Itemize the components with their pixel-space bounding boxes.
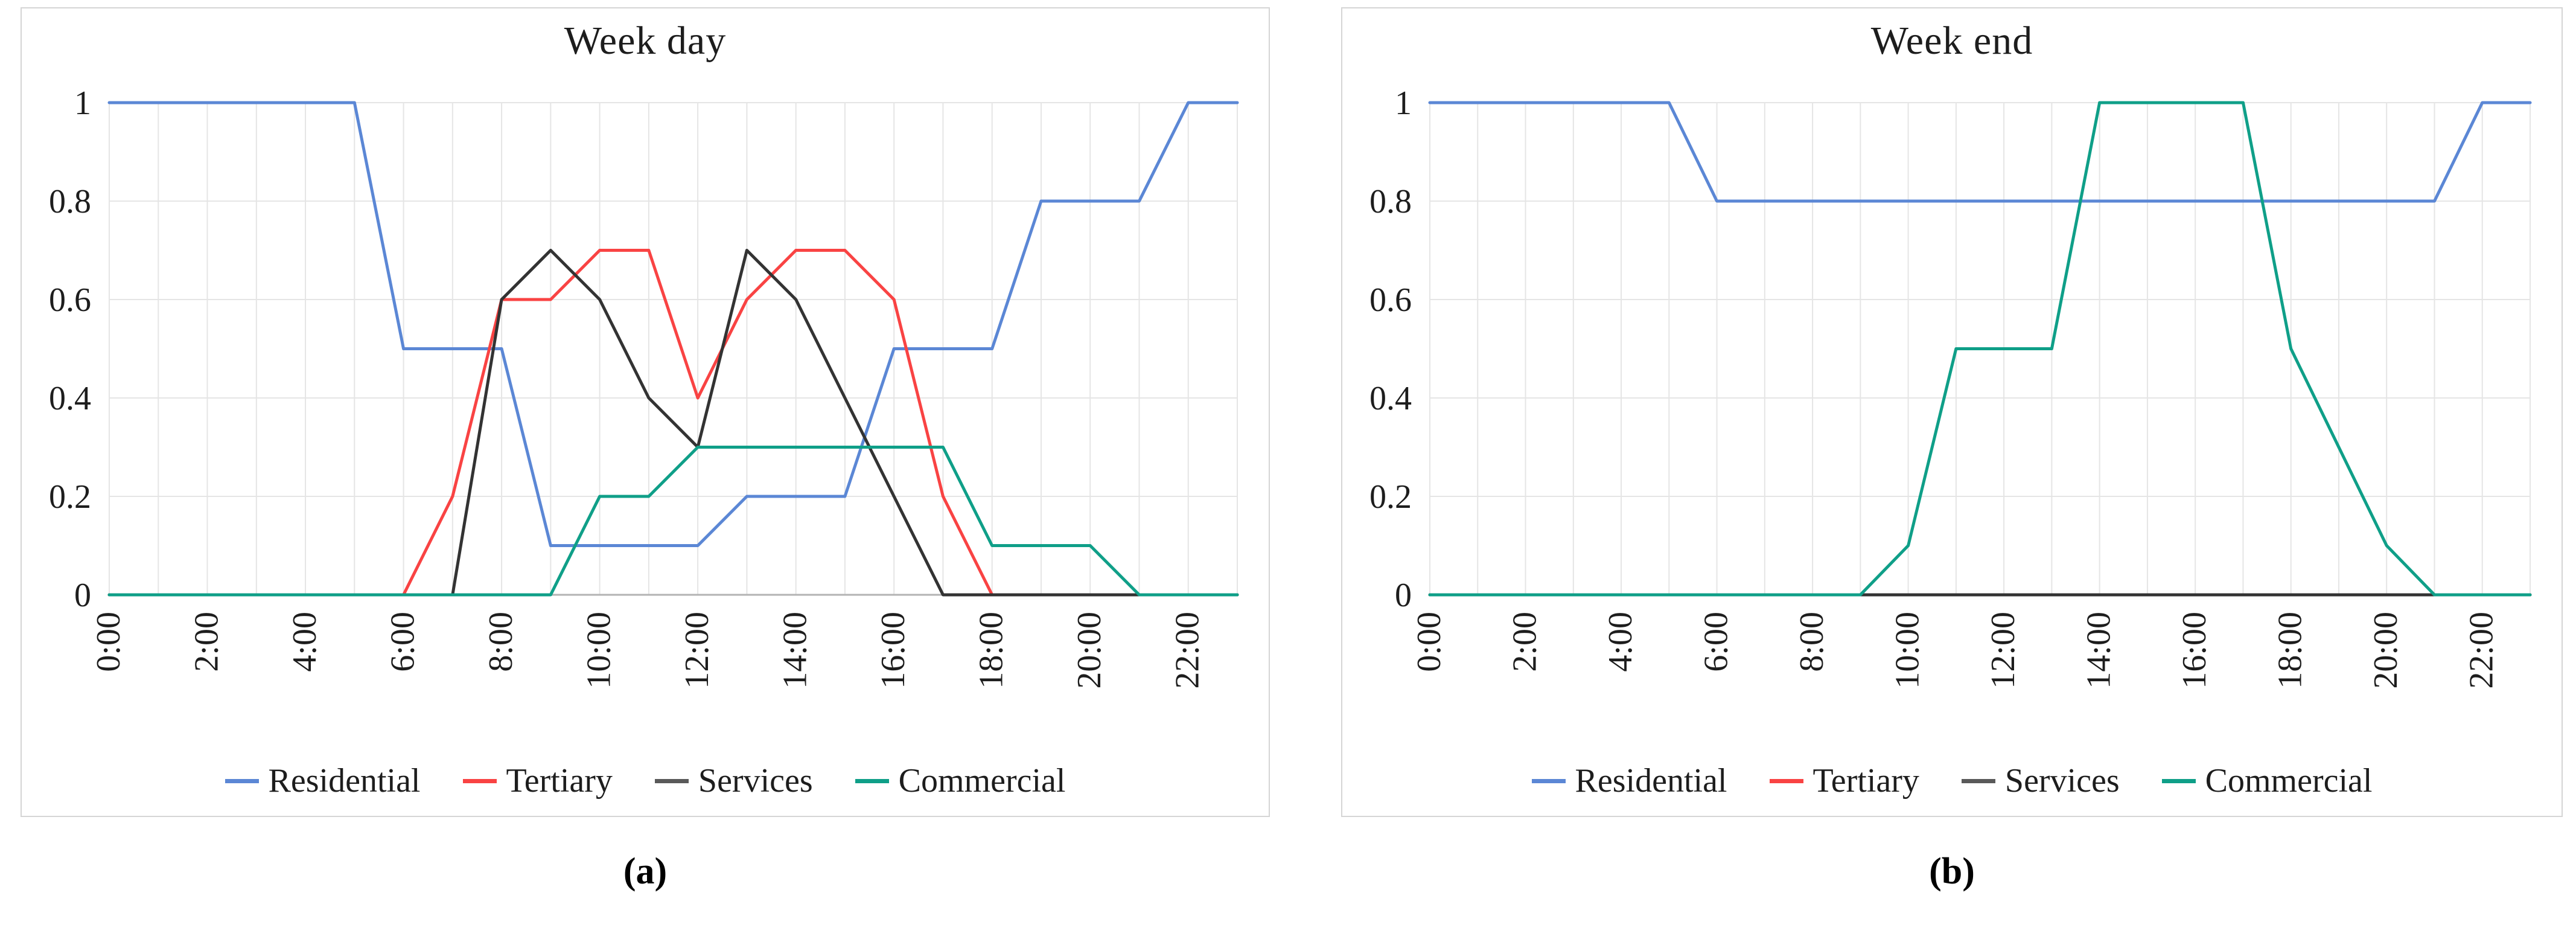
y-tick-label: 1 — [74, 85, 91, 122]
x-tick-label: 14:00 — [2080, 612, 2118, 689]
series-line-services — [107, 249, 1239, 597]
legend-item-services: Services — [1961, 761, 2120, 800]
x-tick-label: 4:00 — [286, 612, 324, 672]
x-tick-label: 18:00 — [2272, 612, 2309, 689]
legend-item-tertiary: Tertiary — [462, 761, 613, 800]
x-tick-label: 0:00 — [1411, 612, 1448, 672]
y-tick-label: 0.2 — [1369, 478, 1412, 516]
x-tick-label: 8:00 — [1793, 612, 1831, 672]
legend-label-tertiary: Tertiary — [1812, 762, 1919, 800]
x-tick-label: 12:00 — [1985, 612, 2022, 689]
chart-title-weekend: Week end — [1870, 19, 2033, 63]
series-line-commercial — [1428, 101, 2532, 597]
y-tick-label: 0.8 — [1369, 183, 1412, 220]
legend-item-commercial: Commercial — [855, 761, 1066, 800]
weekday-plot-area: 00.20.40.60.810:00 2:00 4:00 6:00 8:00 10:00 1… — [49, 85, 1239, 689]
legend-dash-residential — [225, 778, 259, 783]
y-tick-label: 0.6 — [49, 281, 91, 319]
legend-label-residential: Residential — [268, 762, 421, 800]
legend-dash-residential — [1531, 778, 1566, 783]
x-tick-label: 6:00 — [1698, 612, 1735, 672]
x-tick-label: 0:00 — [90, 612, 127, 672]
y-tick-label: 0 — [1395, 577, 1412, 614]
legend-dash-tertiary — [462, 778, 497, 783]
y-tick-label: 0.8 — [49, 183, 91, 220]
weekend-plot-area: 00.20.40.60.810:00 2:00 4:00 6:00 8:00 10:00 1… — [1369, 85, 2532, 689]
x-tick-label: 18:00 — [973, 612, 1010, 689]
series-line-residential — [107, 101, 1239, 547]
x-tick-label: 22:00 — [2463, 612, 2501, 689]
y-tick-label: 0.6 — [1369, 281, 1412, 319]
legend-dash-services — [1961, 778, 1995, 783]
week-day-chart-panel: Week day 0 0.2 0.4 0.6 0.8 1 0:00 2:00 4:00 6:00 8… — [21, 7, 1270, 817]
x-tick-label: 10:00 — [1889, 612, 1927, 689]
x-tick-label: 2:00 — [188, 612, 226, 672]
x-tick-label: 20:00 — [1071, 612, 1108, 689]
weekend-legend: Residential Tertiary Services Commercial — [1342, 761, 2562, 800]
legend-label-commercial: Commercial — [898, 762, 1066, 800]
x-tick-label: 20:00 — [2367, 612, 2405, 689]
x-tick-label: 6:00 — [384, 612, 422, 672]
legend-item-residential: Residential — [1531, 761, 1727, 800]
y-tick-label: 0.4 — [1369, 380, 1412, 417]
legend-label-residential: Residential — [1575, 762, 1727, 800]
y-tick-label: 1 — [1395, 85, 1412, 122]
x-tick-label: 12:00 — [678, 612, 716, 689]
y-tick-label: 0.4 — [49, 380, 91, 417]
y-tick-label: 0 — [74, 577, 91, 614]
legend-dash-commercial — [2161, 778, 2196, 783]
series-line-commercial — [107, 446, 1239, 597]
legend-label-services: Services — [2004, 762, 2120, 800]
legend-dash-services — [654, 778, 689, 783]
weekday-legend: Residential Tertiary Services Commercial — [22, 761, 1269, 800]
legend-label-commercial: Commercial — [2205, 762, 2373, 800]
caption-b: (b) — [1929, 851, 1975, 892]
legend-label-tertiary: Tertiary — [506, 762, 613, 800]
legend-label-services: Services — [698, 762, 813, 800]
x-tick-label: 8:00 — [482, 612, 520, 672]
legend-item-commercial: Commercial — [2161, 761, 2373, 800]
x-tick-label: 16:00 — [2176, 612, 2213, 689]
legend-item-tertiary: Tertiary — [1769, 761, 1919, 800]
series-line-residential — [1428, 101, 2532, 203]
week-end-chart-panel: Week end 0 0.2 0.4 0.6 0.8 1 0:00 2:00 4:00 6:00 8… — [1341, 7, 2563, 817]
y-tick-label: 0.2 — [49, 478, 91, 516]
chart-title-weekday: Week day — [564, 19, 727, 63]
legend-dash-tertiary — [1769, 778, 1803, 783]
legend-item-residential: Residential — [225, 761, 421, 800]
caption-a: (a) — [623, 851, 668, 892]
legend-item-services: Services — [654, 761, 813, 800]
x-tick-label: 4:00 — [1602, 612, 1639, 672]
legend-dash-commercial — [855, 778, 889, 783]
x-tick-label: 10:00 — [581, 612, 618, 689]
x-tick-label: 2:00 — [1506, 612, 1544, 672]
x-tick-label: 16:00 — [875, 612, 912, 689]
x-tick-label: 22:00 — [1169, 612, 1207, 689]
x-tick-label: 14:00 — [777, 612, 814, 689]
